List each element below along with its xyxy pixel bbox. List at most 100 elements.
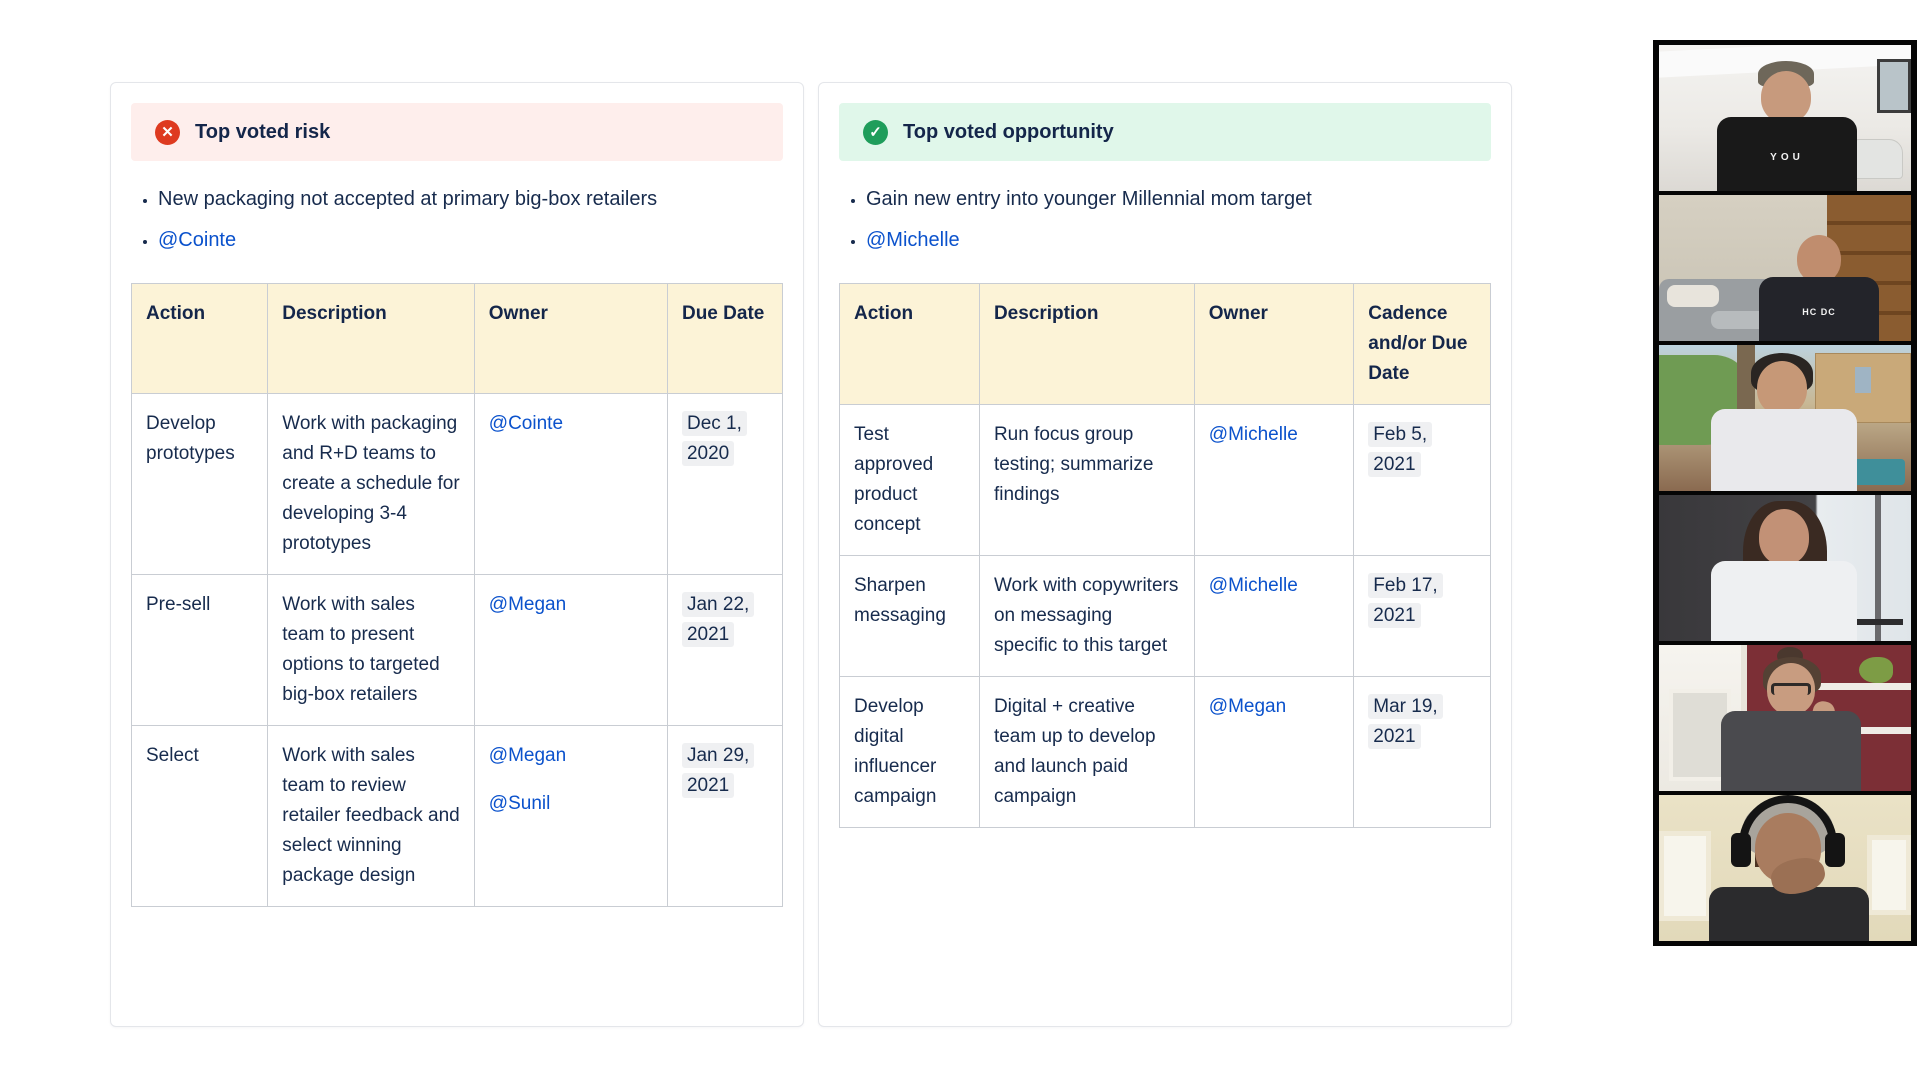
- column-header-action: Action: [839, 283, 980, 405]
- participant-torso: [1709, 887, 1869, 941]
- owner-cell: @Megan @Sunil: [473, 725, 668, 907]
- video-tile[interactable]: YOU: [1659, 45, 1911, 191]
- opportunity-banner-title: Top voted opportunity: [903, 120, 1114, 143]
- success-icon: ✓: [863, 119, 888, 145]
- risk-panel: ✕ Top voted risk New packaging not accep…: [110, 82, 804, 1027]
- column-header-action: Action: [130, 283, 269, 394]
- headphone-cup: [1731, 833, 1751, 867]
- plant: [1859, 657, 1893, 683]
- error-icon: ✕: [155, 119, 180, 145]
- window-frame: [1875, 495, 1881, 641]
- participant-video: [1659, 645, 1911, 791]
- white-chair: [1851, 139, 1903, 179]
- column-header-cadence: Cadence and/or Due Date: [1353, 283, 1491, 405]
- window: [1659, 831, 1711, 921]
- video-tile[interactable]: [1659, 495, 1911, 641]
- mention-link[interactable]: @Cointe: [488, 413, 564, 434]
- video-call-strip: YOU HC DC: [1653, 40, 1917, 946]
- couch-cushion: [1667, 285, 1719, 307]
- participant-head: [1767, 663, 1815, 715]
- description-cell: Work with copywriters on messaging speci…: [978, 555, 1195, 677]
- due-date-cell: Jan 22, 2021: [666, 574, 784, 726]
- opportunity-panel: ✓ Top voted opportunity Gain new entry i…: [818, 82, 1512, 1027]
- video-tile[interactable]: [1659, 795, 1911, 941]
- column-header-description: Description: [267, 283, 475, 394]
- video-tile[interactable]: [1659, 645, 1911, 791]
- date-lozenge[interactable]: Jan 22, 2021: [681, 592, 755, 647]
- participant-head: [1761, 71, 1811, 123]
- mention-link[interactable]: @Michelle: [1208, 575, 1298, 596]
- house-window: [1855, 367, 1871, 393]
- date-lozenge[interactable]: Dec 1, 2020: [681, 411, 747, 466]
- risk-banner: ✕ Top voted risk: [131, 103, 783, 161]
- owner-cell: @Cointe: [473, 393, 668, 575]
- column-header-owner: Owner: [1193, 283, 1355, 405]
- opportunity-table: Action Description Owner Cadence and/or …: [839, 283, 1491, 828]
- mention-link[interactable]: @Megan: [488, 594, 567, 615]
- participant-head: [1759, 509, 1809, 565]
- mention-link[interactable]: @Cointe: [158, 229, 237, 251]
- action-cell: Sharpen messaging: [839, 555, 980, 677]
- action-cell: Develop digital influencer campaign: [839, 676, 980, 828]
- participant-torso: [1721, 711, 1861, 791]
- participant-head: [1757, 361, 1807, 415]
- table-row: Pre-sell Work with sales team to present…: [130, 574, 784, 726]
- participant-torso: [1711, 409, 1857, 491]
- owner-cell: @Megan: [473, 574, 668, 726]
- shirt-text: HC DC: [1802, 307, 1836, 317]
- glasses: [1771, 683, 1811, 695]
- due-date-cell: Mar 19, 2021: [1353, 676, 1491, 828]
- opportunity-banner: ✓ Top voted opportunity: [839, 103, 1491, 161]
- mention-link[interactable]: @Megan: [1208, 696, 1287, 717]
- due-date-cell: Dec 1, 2020: [666, 393, 784, 575]
- participant-video: YOU: [1659, 45, 1911, 191]
- table-header-row: Action Description Owner Due Date: [130, 283, 784, 394]
- action-cell: Pre-sell: [130, 574, 269, 726]
- risk-banner-title: Top voted risk: [195, 120, 331, 143]
- mention-link[interactable]: @Megan: [488, 745, 567, 766]
- description-cell: Run focus group testing; summarize findi…: [978, 404, 1195, 556]
- mention-link[interactable]: @Michelle: [1208, 424, 1298, 445]
- description-cell: Work with packaging and R+D teams to cre…: [267, 393, 475, 575]
- column-header-due-date: Due Date: [666, 283, 784, 394]
- table-row: Test approved product concept Run focus …: [839, 404, 1491, 556]
- participant-video: [1659, 345, 1911, 491]
- video-tile[interactable]: [1659, 345, 1911, 491]
- owner-cell: @Michelle: [1193, 404, 1355, 556]
- table-row: Develop digital influencer campaign Digi…: [839, 676, 1491, 828]
- participant-head: [1797, 235, 1841, 283]
- opportunity-notes: Gain new entry into younger Millennial m…: [839, 187, 1491, 252]
- opportunity-note-mention-item: @Michelle: [866, 228, 1491, 252]
- mention-link[interactable]: @Michelle: [866, 229, 960, 251]
- participant-video: HC DC: [1659, 195, 1911, 341]
- window: [1867, 835, 1911, 915]
- column-header-description: Description: [978, 283, 1195, 405]
- video-tile[interactable]: HC DC: [1659, 195, 1911, 341]
- date-lozenge[interactable]: Jan 29, 2021: [681, 743, 755, 798]
- risk-note-mention-item: @Cointe: [158, 228, 783, 252]
- participant-torso: YOU: [1717, 117, 1857, 191]
- description-cell: Work with sales team to review retailer …: [267, 725, 475, 907]
- opportunity-note-text: Gain new entry into younger Millennial m…: [866, 187, 1491, 211]
- participant-video: [1659, 795, 1911, 941]
- date-lozenge[interactable]: Mar 19, 2021: [1368, 694, 1443, 749]
- owner-cell: @Megan: [1193, 676, 1355, 828]
- table-row: Develop prototypes Work with packaging a…: [130, 393, 784, 575]
- table-edge: [1815, 619, 1903, 625]
- participant-torso: [1711, 561, 1857, 641]
- description-cell: Work with sales team to present options …: [267, 574, 475, 726]
- table-row: Sharpen messaging Work with copywriters …: [839, 555, 1491, 677]
- couch-cushion: [1711, 311, 1769, 329]
- risk-notes: New packaging not accepted at primary bi…: [131, 187, 783, 252]
- wall-shelf: [1801, 683, 1911, 690]
- mention-link[interactable]: @Sunil: [488, 793, 551, 814]
- participant-video: [1659, 495, 1911, 641]
- risk-table: Action Description Owner Due Date Develo…: [130, 283, 784, 907]
- description-cell: Digital + creative team up to develop an…: [978, 676, 1195, 828]
- participant-torso: HC DC: [1759, 277, 1879, 341]
- table-row: Select Work with sales team to review re…: [130, 725, 784, 907]
- tv-screen: [1877, 59, 1911, 113]
- date-lozenge[interactable]: Feb 5, 2021: [1368, 422, 1433, 477]
- date-lozenge[interactable]: Feb 17, 2021: [1368, 573, 1443, 628]
- due-date-cell: Feb 5, 2021: [1353, 404, 1491, 556]
